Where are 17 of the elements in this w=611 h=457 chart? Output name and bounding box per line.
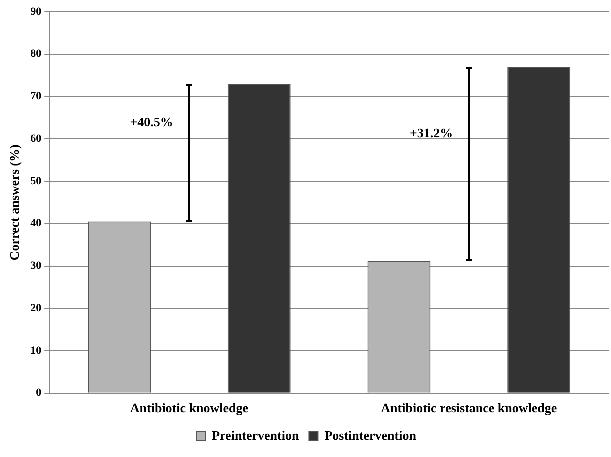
x-tick-label: Antibiotic resistance knowledge [381, 400, 558, 416]
legend-label: Preintervention [212, 428, 300, 443]
y-tick-label: 60 [30, 132, 42, 145]
y-tick-label: 80 [30, 48, 42, 60]
y-tick-label: 0 [36, 387, 42, 400]
y-tick-label: 40 [30, 218, 42, 230]
y-tick-label: 10 [30, 344, 42, 357]
y-axis-title: Correct answers (%) [7, 144, 22, 261]
annotation: +31.2% [410, 125, 454, 140]
y-tick-label: 30 [30, 260, 42, 272]
y-tick-label: 90 [30, 6, 42, 18]
annotation: +40.5% [130, 114, 174, 130]
y-tick-label: 70 [30, 90, 42, 103]
legend-label: Postintervention [324, 428, 418, 443]
y-tick-label: 20 [30, 302, 42, 314]
x-tick-label: Antibiotic knowledge [130, 400, 249, 416]
y-tick-label: 50 [30, 175, 42, 188]
